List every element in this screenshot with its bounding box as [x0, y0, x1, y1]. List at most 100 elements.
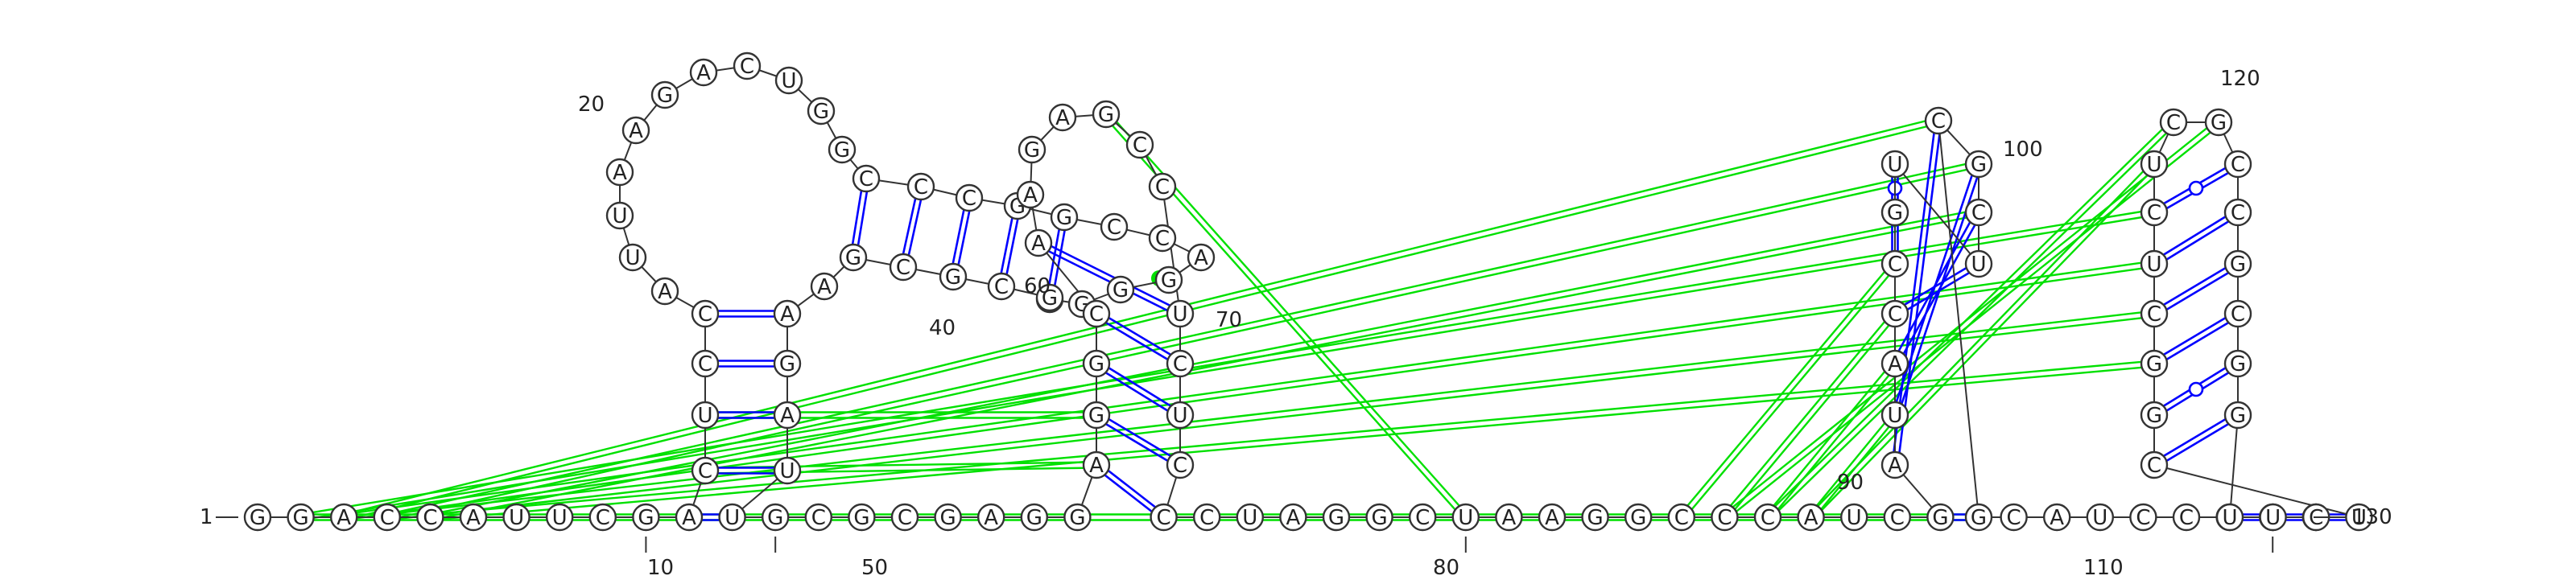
nucleotide-circle	[939, 262, 968, 291]
nucleotide-75: U	[1236, 503, 1265, 532]
nucleotide-letter: G	[2146, 352, 2162, 376]
nucleotide-23: C	[733, 51, 762, 80]
nucleotide-circle	[1082, 401, 1111, 430]
nucleotide-36: G	[1106, 275, 1135, 304]
nucleotide-letter: A	[1286, 506, 1301, 530]
nucleotide-letter: C	[2231, 153, 2245, 177]
nucleotide-39: G	[1035, 283, 1064, 312]
canonical-pair-line	[2152, 208, 2237, 263]
nucleotide-16: A	[650, 277, 679, 306]
canonical-pair-line	[905, 187, 925, 269]
nucleotide-circle	[955, 183, 984, 212]
nucleotide-54: G	[934, 503, 962, 532]
canonical-pair-line	[2155, 416, 2240, 469]
nucleotide-circle	[906, 172, 935, 201]
nucleotide-57: G	[1063, 503, 1092, 532]
nucleotide-112: U	[2345, 503, 2373, 532]
nucleotide-7: U	[502, 503, 530, 532]
nucleotide-letter: G	[834, 138, 850, 162]
nucleotide-letter: A	[1502, 506, 1517, 530]
noncanonical-pair-line	[1765, 361, 1894, 516]
base-pair-lines	[299, 111, 2359, 521]
nucleotide-44: A	[810, 272, 839, 301]
nucleotide-letter: A	[336, 506, 351, 530]
nucleotide-circle	[2129, 503, 2157, 532]
nucleotide-circle	[1322, 503, 1351, 532]
nucleotide-circle	[2223, 299, 2252, 328]
nucleotide-letter: U	[1847, 506, 1862, 530]
canonical-pair-line	[899, 185, 919, 267]
nucleotide-letter: A	[1545, 506, 1559, 530]
nucleotide-119: U	[2140, 150, 2169, 179]
nucleotide-letter: A	[682, 506, 696, 530]
nucleotide-circle	[2172, 503, 2201, 532]
nucleotide-letter: C	[1931, 109, 1946, 134]
nucleotide-letter: A	[1023, 183, 1038, 208]
nucleotide-circle	[502, 503, 530, 532]
noncanonical-pair-line	[1769, 364, 1898, 520]
nucleotide-circle	[1880, 198, 1909, 227]
nucleotide-letter: G	[1042, 286, 1058, 311]
nucleotide-83: G	[1581, 503, 1609, 532]
nucleotide-28: C	[906, 172, 935, 201]
nucleotide-129: U	[2259, 503, 2287, 532]
nucleotide-circle	[243, 503, 272, 532]
nucleotide-46: G	[773, 349, 802, 378]
nucleotide-66: G	[1092, 100, 1121, 129]
nucleotide-letter: C	[2147, 454, 2161, 478]
nucleotide-circle	[373, 503, 401, 532]
nucleotide-4: C	[373, 503, 401, 532]
nucleotide-letter: G	[657, 84, 673, 108]
nucleotide-letter: G	[1069, 506, 1085, 530]
nucleotide-circle	[2259, 503, 2287, 532]
nucleotide-letter: U	[552, 506, 568, 530]
noncanonical-pair-line	[429, 360, 2154, 516]
nucleotide-108: C	[2172, 503, 2201, 532]
nucleotide-circle	[1018, 135, 1046, 164]
nucleotide-circle	[2223, 249, 2252, 278]
nucleotide-letter: A	[984, 506, 998, 530]
nucleotide-125: C	[2223, 299, 2252, 328]
nucleotide-letter: G	[1372, 506, 1388, 530]
nucleotide-letter: G	[1587, 506, 1604, 530]
nucleotide-letter: C	[596, 506, 610, 530]
nucleotide-letter: C	[1107, 216, 1121, 240]
nucleotide-letter: U	[1887, 153, 1902, 177]
nucleotide-circle	[1035, 283, 1064, 312]
nucleotide-40: C	[987, 272, 1016, 301]
nucleotide-circle	[1154, 265, 1183, 294]
nucleotide-14: C	[691, 349, 720, 378]
nucleotide-117: U	[2140, 249, 2169, 278]
nucleotide-letter: G	[853, 506, 869, 530]
nucleotide-circle	[2223, 150, 2252, 179]
nucleotide-circle	[774, 66, 803, 95]
nucleotide-letter: A	[696, 61, 711, 85]
nucleotide-circle	[691, 401, 720, 430]
nucleotide-letter: A	[1031, 232, 1046, 256]
nucleotide-letter: U	[1458, 506, 1473, 530]
nucleotide-114: G	[2140, 401, 2169, 430]
nucleotide-letter: U	[2146, 253, 2161, 277]
canonical-pair-line	[1003, 206, 1022, 287]
nucleotide-33: C	[1148, 224, 1177, 253]
nucleotide-letter: U	[1971, 253, 1986, 277]
nucleotide-29: C	[955, 183, 984, 212]
nucleotide-letter: U	[1172, 302, 1187, 327]
nucleotide-circle	[1926, 503, 1955, 532]
nucleotide-circle	[618, 243, 647, 272]
nucleotide-letter: C	[1089, 302, 1104, 327]
position-label-60: 60	[1024, 274, 1051, 298]
nucleotide-12: C	[691, 456, 720, 485]
nucleotide-1: G	[243, 503, 272, 532]
nucleotide-letter: C	[1155, 227, 1170, 251]
nucleotide-letter: U	[612, 204, 627, 228]
nucleotide-letter: A	[1804, 506, 1818, 530]
nucleotide-circle	[2159, 108, 2188, 137]
nucleotide-circle	[1016, 180, 1045, 209]
nucleotide-letter: U	[509, 506, 524, 530]
nucleotide-letter: C	[1888, 302, 1902, 327]
nucleotide-letter: C	[2166, 111, 2181, 135]
nucleotide-letter: C	[423, 506, 437, 530]
nucleotide-circle	[1063, 503, 1092, 532]
nucleotide-letter: G	[2230, 352, 2246, 376]
